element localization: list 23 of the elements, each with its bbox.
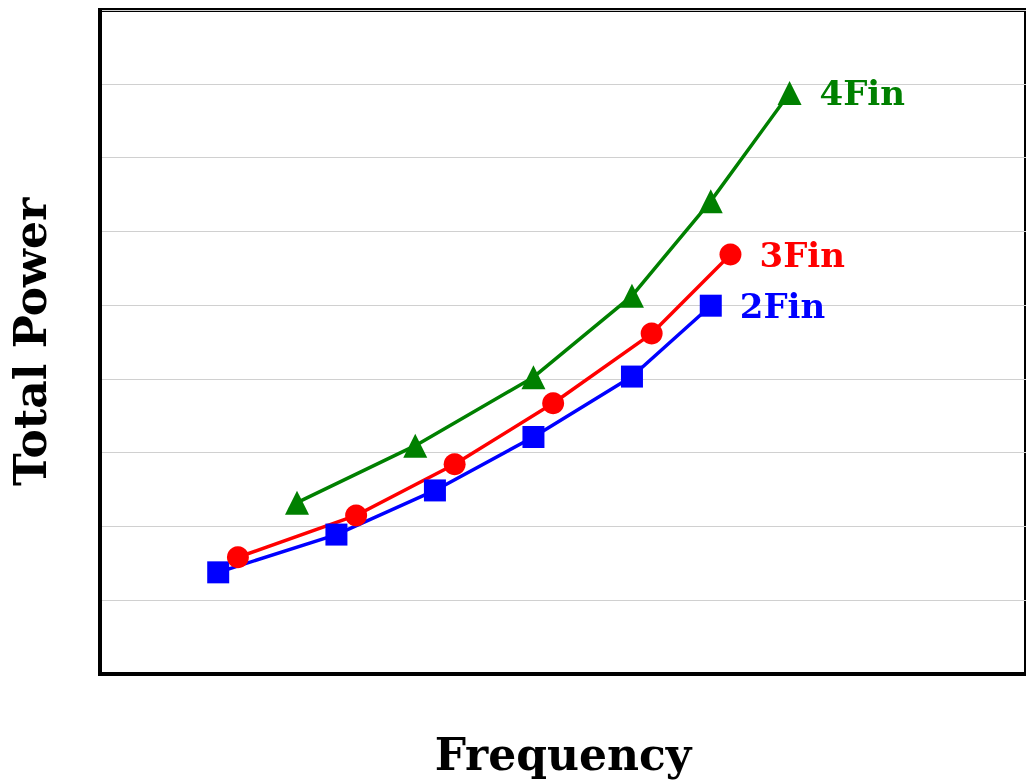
point [207,561,230,584]
point [345,504,368,527]
x-axis-title: Frequency [434,728,693,780]
point [698,189,723,214]
point [699,294,722,317]
point [522,425,545,448]
series-label: 2Fin [739,285,826,326]
point [226,546,249,569]
point [619,283,644,308]
point [640,322,663,345]
point [403,433,428,458]
point [325,523,348,546]
point [620,365,643,388]
point [777,81,802,106]
point [423,479,446,502]
point [521,365,546,390]
point [443,453,466,476]
series-label: 3Fin [759,234,845,275]
point [719,243,742,266]
point [285,490,310,515]
series-label: 4Fin [819,73,906,114]
y-axis-title: Total Power [4,197,56,487]
point [542,392,565,415]
